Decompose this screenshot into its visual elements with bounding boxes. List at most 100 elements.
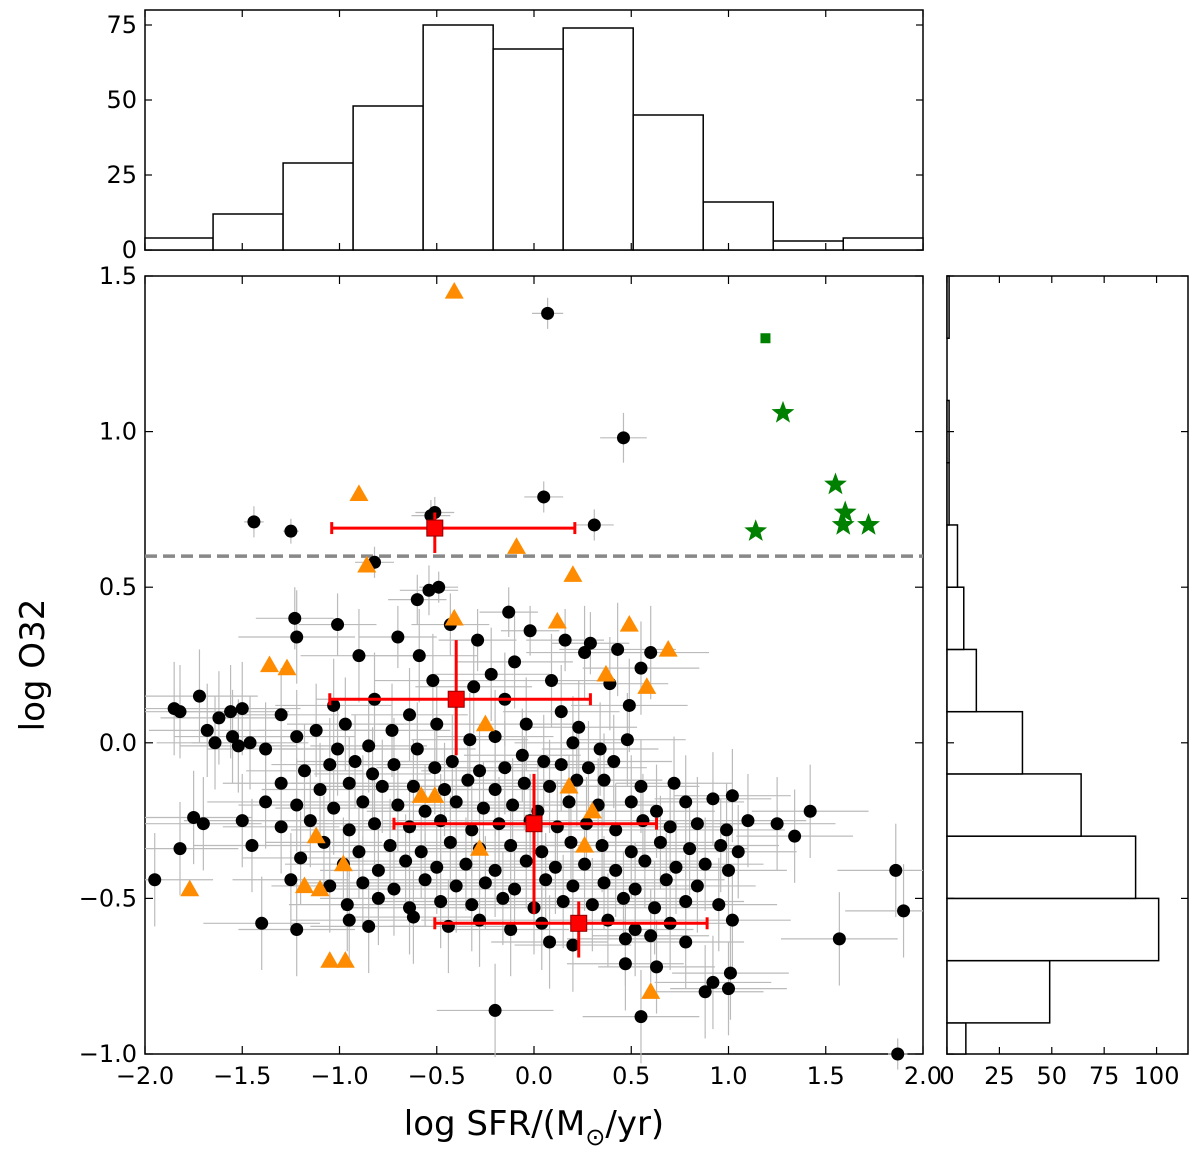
black-point [488,730,502,744]
orange-triangle [470,839,490,856]
orange-triangle [506,537,526,554]
black-point [438,782,452,796]
orange-triangle [547,611,567,629]
black-point [578,646,592,660]
right-hist-bar [946,1022,967,1055]
black-point [255,916,269,930]
x-tick-label: −0.5 [408,1062,466,1090]
black-point [235,702,249,716]
black-point [371,863,385,877]
black-point [467,680,481,694]
black-point [342,913,356,927]
top-hist-bar [772,240,845,251]
black-point [506,798,520,812]
top-histogram: 0 25 50 75 [106,9,924,264]
x-axis-label: log SFR/(M⊙/yr) [404,1104,664,1151]
black-point [597,876,611,890]
black-point [541,306,555,320]
top-hist-bar [282,162,354,251]
black-point [650,804,664,818]
black-point [587,518,601,532]
right-hist-bar [946,959,1051,1024]
black-point [556,895,570,909]
black-point [515,748,529,762]
black-point [663,820,677,834]
orange-triangle [411,786,431,803]
x-tick-label: −1.0 [310,1062,368,1090]
top-hist-bar [562,27,634,251]
black-point [585,898,599,912]
red-median-square [525,815,543,833]
black-points [148,306,911,1061]
black-point [690,817,704,831]
top-hist-bar [492,48,564,251]
black-point [618,957,632,971]
orange-triangles [180,282,678,999]
orange-triangle [349,484,369,501]
black-point [659,873,673,887]
y-tick-label: −1.0 [79,1040,137,1068]
black-point [418,804,432,818]
x-tick-label: −1.5 [213,1062,271,1090]
black-point [891,1047,905,1061]
black-point [683,842,697,856]
right-hist-bar [946,710,1024,775]
orange-triangle [357,555,377,573]
y-axis: −1.0 −0.5 0.0 0.5 1.0 1.5 [79,262,923,1068]
black-point [391,630,405,644]
black-point [537,754,551,768]
x-axis: −2.0 −1.5 −1.0 −0.5 0.0 0.5 1.0 1.5 2.0 [116,276,942,1090]
black-point [488,782,502,796]
green-markers [744,333,880,541]
black-errorbars [145,297,923,1070]
black-point [362,919,376,933]
black-point [187,810,201,824]
black-point [235,814,249,828]
black-point [628,923,642,937]
black-point [484,667,498,681]
right-hist-bar [946,897,1160,962]
black-point [274,820,288,834]
top-hist-bar [144,237,214,251]
black-point [459,857,473,871]
black-point [290,923,304,937]
black-point [558,633,572,647]
y-tick-label: 1.5 [99,262,137,290]
black-point [714,838,728,852]
orange-triangle [444,608,464,626]
black-point [340,898,354,912]
orange-triangle [333,854,353,872]
black-point [443,835,457,849]
black-point [578,857,592,871]
black-point [294,851,308,865]
black-point [517,776,531,790]
black-point [543,935,557,949]
green-star [833,500,857,523]
black-point [196,817,210,831]
red-median-markers [328,512,709,958]
right-hist-x-tick-label: 50 [1037,1062,1068,1090]
black-point [731,845,745,859]
black-point [387,882,401,896]
orange-triangle [277,658,297,676]
black-point [412,649,426,663]
black-point [609,823,623,837]
right-hist-bar [946,835,1137,900]
black-point [297,764,311,778]
black-point [638,854,652,868]
orange-triangle [559,776,579,794]
black-point [449,879,463,893]
x-tick-label: 1.5 [807,1062,845,1090]
black-point [741,814,755,828]
black-point [644,646,658,660]
black-point [519,717,533,731]
black-point [375,779,389,793]
black-point [566,736,580,750]
black-point [554,758,568,772]
black-point [698,857,712,871]
black-point [478,876,492,890]
black-point [725,789,739,803]
black-point [554,705,568,719]
orange-triangle [619,615,639,632]
black-point [597,773,611,787]
